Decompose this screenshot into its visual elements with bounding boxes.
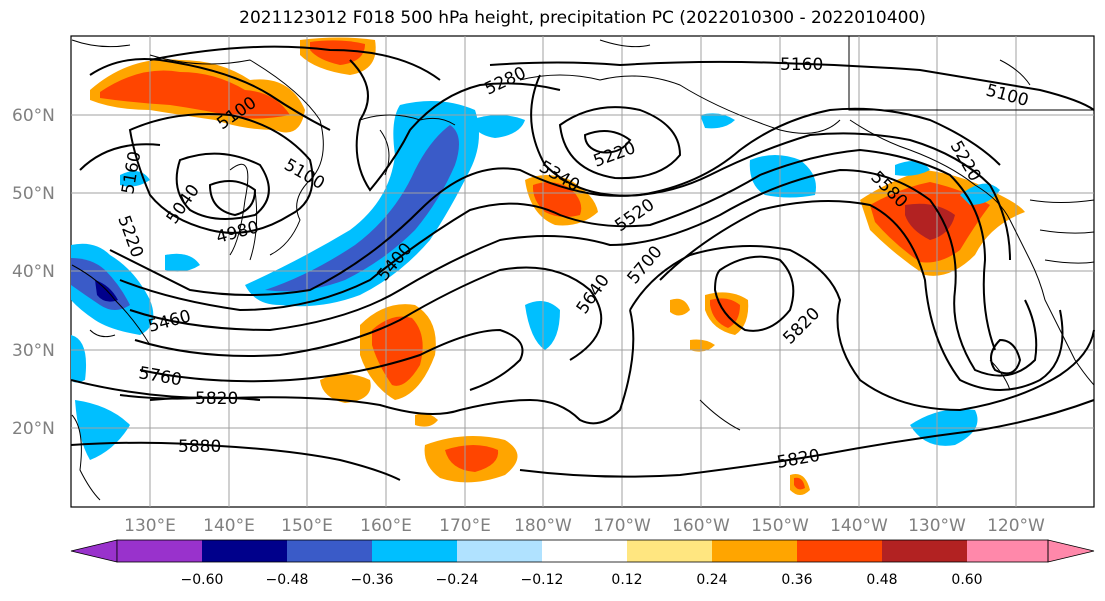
colorbar: −0.60 −0.48 −0.36 −0.24 −0.12 0.12 0.24 … xyxy=(70,539,1095,588)
colorbar-bin xyxy=(627,540,712,562)
lat-labels: 60°N 50°N 40°N 30°N 20°N xyxy=(12,106,55,439)
lon-label: 140°W xyxy=(830,516,888,536)
lon-label: 170°E xyxy=(439,516,491,536)
contour-label: 5820 xyxy=(195,389,238,409)
colorbar-tick-label: 0.12 xyxy=(611,572,642,588)
colorbar-tick-label: 0.60 xyxy=(951,572,982,588)
colorbar-max-extend xyxy=(1047,539,1095,563)
lon-label: 120°W xyxy=(987,516,1045,536)
map-panel: 5160 5100 5280 5100 5220 5340 5520 5700 … xyxy=(70,35,1095,508)
colorbar-bin xyxy=(372,540,457,562)
lon-label: 180°W xyxy=(514,516,572,536)
colorbar-tick-label: −0.48 xyxy=(266,572,309,588)
map-title: 2021123012 F018 500 hPa height, precipit… xyxy=(239,8,926,28)
lon-label: 150°W xyxy=(751,516,809,536)
lon-label: 130°W xyxy=(908,516,966,536)
colorbar-tick-label: −0.12 xyxy=(521,572,564,588)
lon-labels: 130°E 140°E 150°E 160°E 170°E 180°W 170°… xyxy=(124,516,1045,536)
lat-label: 20°N xyxy=(12,419,55,439)
lat-label: 30°N xyxy=(12,341,55,361)
lon-label: 170°W xyxy=(593,516,651,536)
colorbar-min-extend xyxy=(70,539,118,563)
coastlines xyxy=(71,36,1095,501)
colorbar-tick-label: 0.36 xyxy=(781,572,812,588)
colorbar-bin xyxy=(797,540,882,562)
colorbar-tick-label: −0.24 xyxy=(436,572,479,588)
colorbar-bin xyxy=(117,540,202,562)
contour-label: 5880 xyxy=(178,437,221,457)
colorbar-bin xyxy=(287,540,372,562)
colorbar-tick-label: 0.48 xyxy=(866,572,897,588)
colorbar-bin xyxy=(712,540,797,562)
lat-label: 60°N xyxy=(12,106,55,126)
lon-label: 160°W xyxy=(672,516,730,536)
colorbar-bin xyxy=(967,540,1048,562)
lon-label: 160°E xyxy=(360,516,412,536)
lon-label: 140°E xyxy=(203,516,255,536)
lon-label: 150°E xyxy=(281,516,333,536)
height-contours xyxy=(70,45,1095,481)
colorbar-bin xyxy=(542,540,627,562)
colorbar-bin xyxy=(882,540,967,562)
colorbar-bin xyxy=(457,540,542,562)
colorbar-tick-label: −0.36 xyxy=(351,572,394,588)
colorbar-bin xyxy=(202,540,287,562)
contour-label: 5160 xyxy=(780,55,823,75)
lon-label: 130°E xyxy=(124,516,176,536)
lat-label: 50°N xyxy=(12,184,55,204)
colorbar-tick-label: 0.24 xyxy=(696,572,727,588)
colorbar-tick-label: −0.60 xyxy=(181,572,224,588)
lat-label: 40°N xyxy=(12,262,55,282)
